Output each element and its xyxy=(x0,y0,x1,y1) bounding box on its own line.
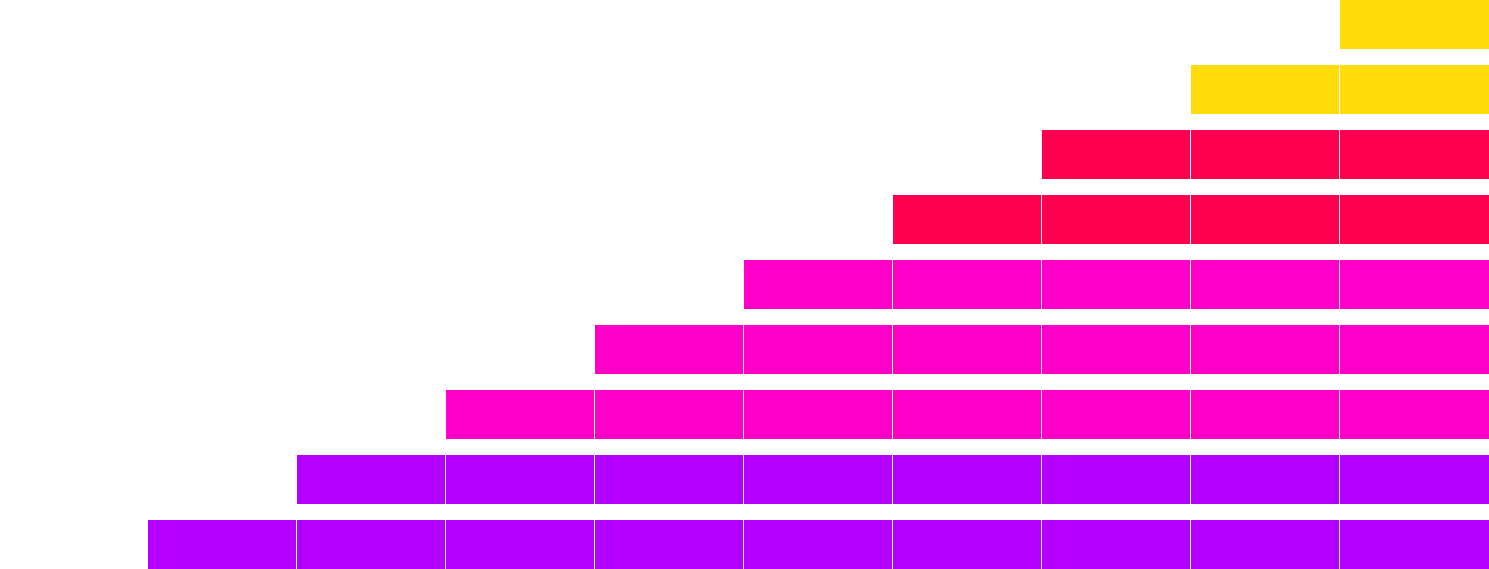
block-row5-col9 xyxy=(1191,260,1339,309)
block-row2-col9 xyxy=(1191,65,1339,114)
block-row6-col10 xyxy=(1340,325,1489,374)
block-row4-col10 xyxy=(1340,195,1489,244)
block-row9-col3 xyxy=(297,520,445,569)
block-row8-col5 xyxy=(595,455,743,504)
block-row9-col7 xyxy=(893,520,1041,569)
block-row8-col7 xyxy=(893,455,1041,504)
block-row9-col5 xyxy=(595,520,743,569)
block-row7-col7 xyxy=(893,390,1041,439)
block-row8-col9 xyxy=(1191,455,1339,504)
block-row9-col4 xyxy=(446,520,594,569)
block-row4-col8 xyxy=(1042,195,1190,244)
block-row8-col6 xyxy=(744,455,892,504)
block-row7-col4 xyxy=(446,390,594,439)
block-row3-col8 xyxy=(1042,130,1190,179)
block-row8-col3 xyxy=(297,455,445,504)
block-row7-col6 xyxy=(744,390,892,439)
block-row5-col10 xyxy=(1340,260,1489,309)
block-row1-col10 xyxy=(1340,0,1489,49)
block-row7-col9 xyxy=(1191,390,1339,439)
block-row4-col9 xyxy=(1191,195,1339,244)
block-row4-col7 xyxy=(893,195,1041,244)
block-row7-col8 xyxy=(1042,390,1190,439)
block-row9-col10 xyxy=(1340,520,1489,569)
block-row8-col8 xyxy=(1042,455,1190,504)
block-row3-col10 xyxy=(1340,130,1489,179)
block-row6-col5 xyxy=(595,325,743,374)
block-row8-col10 xyxy=(1340,455,1489,504)
block-row6-col7 xyxy=(893,325,1041,374)
block-row7-col10 xyxy=(1340,390,1489,439)
block-row2-col10 xyxy=(1340,65,1489,114)
block-row6-col6 xyxy=(744,325,892,374)
block-row9-col8 xyxy=(1042,520,1190,569)
block-row9-col6 xyxy=(744,520,892,569)
block-row6-col8 xyxy=(1042,325,1190,374)
block-row7-col5 xyxy=(595,390,743,439)
block-row8-col4 xyxy=(446,455,594,504)
block-row9-col2 xyxy=(148,520,296,569)
block-row9-col9 xyxy=(1191,520,1339,569)
block-row3-col9 xyxy=(1191,130,1339,179)
block-row6-col9 xyxy=(1191,325,1339,374)
block-row5-col6 xyxy=(744,260,892,309)
block-row5-col8 xyxy=(1042,260,1190,309)
block-row5-col7 xyxy=(893,260,1041,309)
